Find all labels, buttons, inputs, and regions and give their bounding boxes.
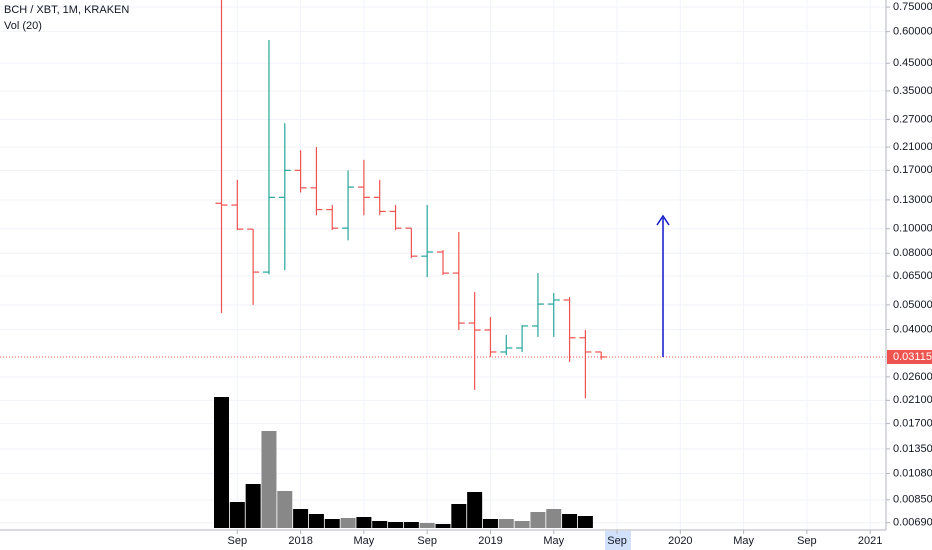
volume-bar bbox=[514, 521, 530, 528]
volume-bar bbox=[308, 514, 324, 528]
volume-bar bbox=[214, 397, 229, 528]
volume-bar bbox=[562, 514, 578, 528]
volume-bar bbox=[277, 491, 293, 528]
volume-bar bbox=[293, 509, 309, 528]
axes: 0.75000 0.60000 0.45000 0.35000 0.27000 0.210… bbox=[228, 1, 932, 547]
x-tick-label: 2020 bbox=[668, 535, 692, 547]
volume-bar bbox=[498, 519, 514, 528]
x-tick-label: Sep bbox=[417, 535, 437, 547]
current-price-label: 0.03115 bbox=[893, 351, 932, 363]
volume-bar bbox=[229, 502, 245, 528]
volume-bar bbox=[403, 522, 419, 528]
indicator-label: Vol (20) bbox=[4, 20, 42, 32]
volume-bar bbox=[577, 516, 593, 528]
y-tick-label: 0.60000 bbox=[893, 26, 932, 38]
y-tick-label: 0.02100 bbox=[893, 394, 932, 406]
volume-bar bbox=[356, 517, 372, 528]
y-tick-label: 0.10000 bbox=[893, 223, 932, 235]
volume-bar bbox=[324, 519, 340, 528]
y-tick-label: 0.06500 bbox=[893, 270, 932, 282]
x-tick-label: May bbox=[543, 535, 564, 547]
plot bbox=[0, 0, 886, 528]
y-tick-label: 0.27000 bbox=[893, 113, 932, 125]
arrow-head bbox=[656, 214, 670, 226]
x-tick-label: Sep bbox=[228, 535, 248, 547]
volume-bar bbox=[340, 518, 356, 528]
volume-bar bbox=[419, 523, 435, 528]
x-tick-label: Sep bbox=[797, 535, 817, 547]
y-tick-label: 0.01080 bbox=[893, 467, 932, 479]
chart-title: BCH / XBT, 1M, KRAKEN bbox=[4, 4, 129, 16]
x-tick-label: Sep bbox=[607, 535, 627, 547]
volume-bar bbox=[388, 522, 404, 528]
y-tick-label: 0.00850 bbox=[893, 494, 932, 506]
grid bbox=[0, 0, 886, 530]
y-tick-label: 0.01700 bbox=[893, 417, 932, 429]
x-tick-label: 2019 bbox=[478, 535, 502, 547]
y-tick-label: 0.35000 bbox=[893, 85, 932, 97]
y-tick-label: 0.75000 bbox=[893, 1, 932, 13]
x-tick-label: May bbox=[733, 535, 754, 547]
y-tick-label: 0.01350 bbox=[893, 443, 932, 455]
y-tick-label: 0.13000 bbox=[893, 194, 932, 206]
y-tick-label: 0.05000 bbox=[893, 299, 932, 311]
x-tick-label: 2018 bbox=[288, 535, 312, 547]
volume-bar bbox=[372, 521, 388, 528]
y-tick-label: 0.17000 bbox=[893, 164, 932, 176]
current-price-box bbox=[887, 349, 932, 364]
y-tick-label: 0.45000 bbox=[893, 57, 932, 69]
volume-bar bbox=[451, 504, 467, 528]
x-tick-label: May bbox=[354, 535, 375, 547]
y-tick-label: 0.04000 bbox=[893, 323, 932, 335]
volume-bar bbox=[546, 509, 562, 528]
volume-bar bbox=[482, 519, 498, 528]
volume-bar bbox=[530, 512, 546, 528]
volume-bar bbox=[245, 484, 261, 528]
y-tick-label: 0.21000 bbox=[893, 141, 932, 153]
volume-bar bbox=[435, 524, 451, 528]
y-tick-label: 0.02600 bbox=[893, 371, 932, 383]
date-highlight bbox=[605, 531, 631, 550]
volume-bar bbox=[261, 431, 277, 528]
x-tick-label: 2021 bbox=[858, 535, 882, 547]
volume-bar bbox=[467, 492, 483, 528]
y-tick-label: 0.08000 bbox=[893, 247, 932, 259]
y-tick-label: 0.00690 bbox=[893, 517, 932, 529]
